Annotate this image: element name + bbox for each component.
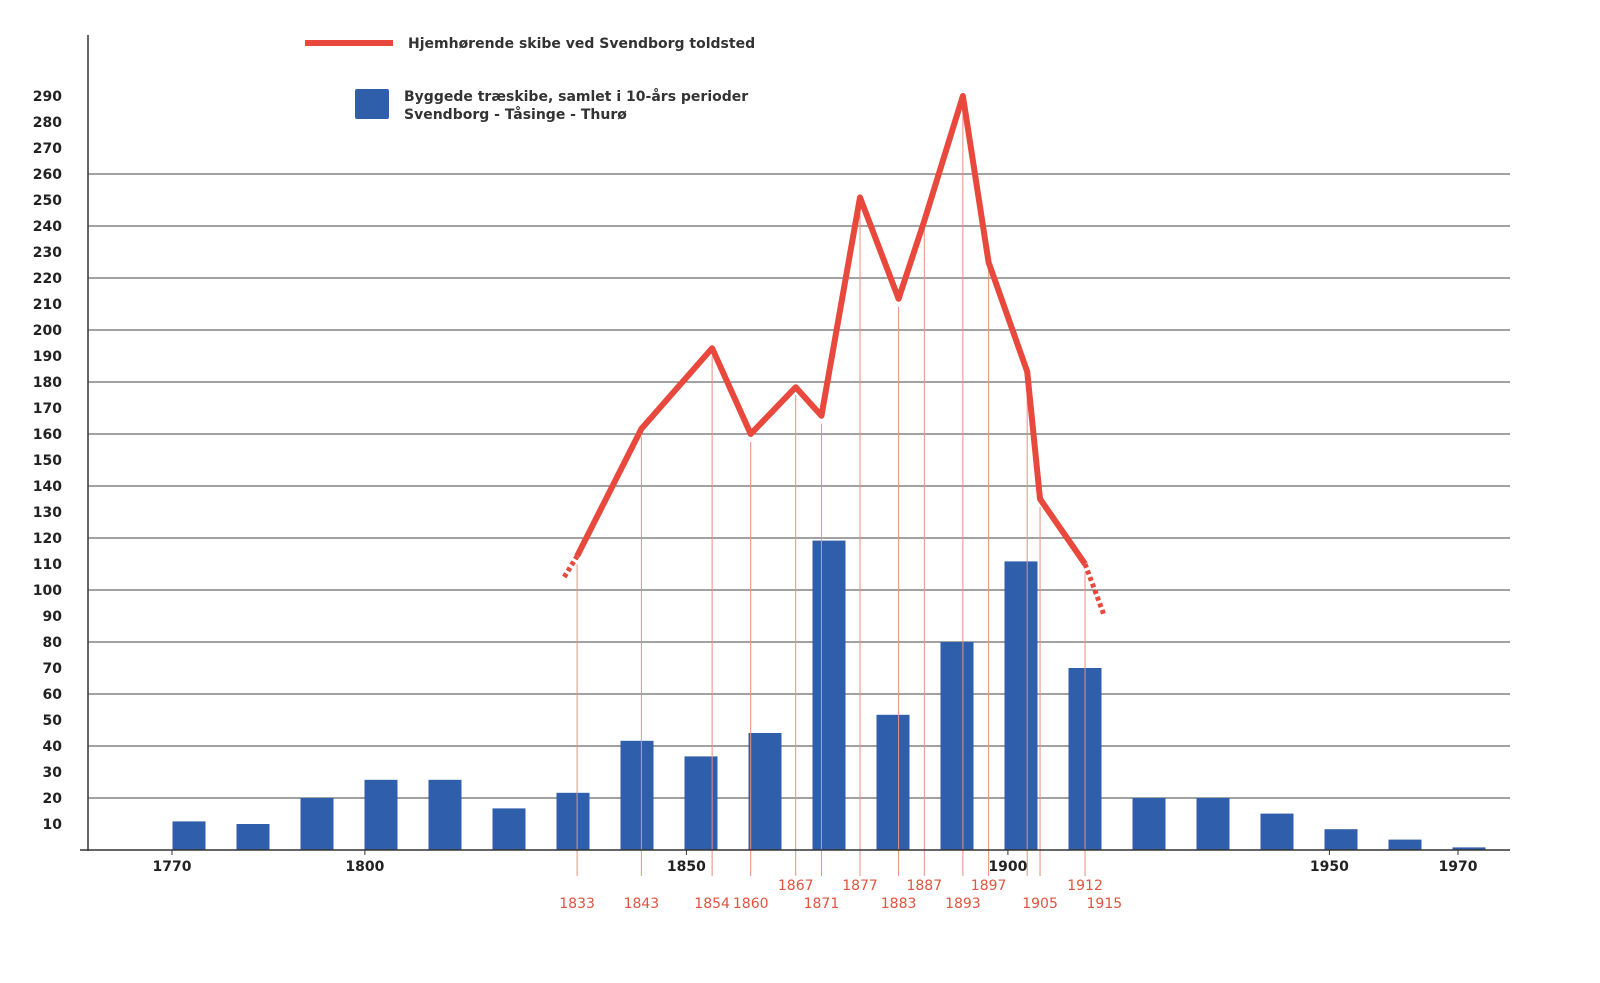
year-label: 1860	[733, 896, 769, 912]
y-tick-label: 260	[33, 167, 62, 183]
y-tick-label: 60	[43, 687, 63, 703]
bar-1790	[300, 798, 334, 850]
bars	[172, 540, 1486, 850]
bar-1830	[556, 792, 590, 850]
year-label: 1833	[559, 896, 595, 912]
y-tick-label: 220	[33, 271, 62, 287]
y-tick-label: 140	[33, 479, 62, 495]
y-tick-label: 30	[43, 765, 63, 781]
legend-line-label: Hjemhørende skibe ved Svendborg toldsted	[408, 36, 755, 52]
y-tick-label: 170	[33, 401, 62, 417]
year-label: 1883	[881, 896, 917, 912]
y-tick-label: 120	[33, 531, 62, 547]
x-tick-label: 1800	[345, 859, 384, 875]
bar-1840	[620, 740, 654, 850]
y-tick-label: 240	[33, 219, 62, 235]
legend-bar-label-2: Svendborg - Tåsinge - Thurø	[404, 106, 627, 123]
year-label: 1893	[945, 896, 981, 912]
y-tick-label: 50	[43, 713, 63, 729]
bar-1810	[428, 779, 462, 850]
axis-labels: 290 280 270 260 250 240 230 220 210 200 190 180 170 1…	[33, 89, 1478, 912]
bar-1820	[492, 808, 526, 850]
x-tick-label: 1900	[988, 859, 1027, 875]
y-tick-label: 90	[43, 609, 63, 625]
y-tick-label: 230	[33, 245, 62, 261]
gridlines	[88, 173, 1510, 799]
y-tick-label: 180	[33, 375, 62, 391]
y-tick-label: 80	[43, 635, 63, 651]
x-tick-label: 1850	[667, 859, 706, 875]
bar-1960	[1388, 839, 1422, 850]
year-label: 1871	[804, 896, 840, 912]
y-tick-label: 280	[33, 115, 62, 131]
bar-1860	[748, 733, 782, 850]
legend: Hjemhørende skibe ved Svendborg toldsted…	[305, 36, 755, 123]
y-tick-label: 110	[33, 557, 62, 573]
y-tick-label: 20	[43, 791, 63, 807]
x-tick-label: 1950	[1310, 859, 1349, 875]
ship-count-line	[562, 93, 1107, 617]
y-tick-label: 190	[33, 349, 62, 365]
line-dashed-start	[562, 554, 580, 579]
year-label: 1887	[906, 878, 942, 894]
x-tick-label: 1970	[1439, 859, 1478, 875]
bar-1800	[364, 779, 398, 850]
y-tick-label: 150	[33, 453, 62, 469]
bar-1890	[940, 642, 974, 850]
x-tick-label: 1770	[153, 859, 192, 875]
axes	[80, 35, 1510, 855]
line-dashed-end	[1082, 563, 1107, 617]
year-label: 1912	[1067, 878, 1103, 894]
y-tick-label: 40	[43, 739, 63, 755]
y-tick-label: 250	[33, 193, 62, 209]
y-tick-label: 200	[33, 323, 62, 339]
y-tick-label: 70	[43, 661, 63, 677]
year-label: 1905	[1022, 896, 1058, 912]
y-tick-label: 100	[33, 583, 62, 599]
y-tick-label: 160	[33, 427, 62, 443]
year-label: 1843	[624, 896, 660, 912]
ship-count-series	[574, 93, 1088, 566]
year-label: 1854	[694, 896, 730, 912]
bar-1870	[812, 540, 846, 850]
y-tick-label: 10	[43, 817, 63, 833]
year-label: 1867	[778, 878, 814, 894]
year-markers	[576, 104, 1086, 876]
bar-1900	[1004, 561, 1038, 850]
bar-1970	[1452, 847, 1486, 850]
legend-bar-swatch	[355, 89, 389, 119]
legend-bar-label: Byggede træskibe, samlet i 10-års period…	[404, 88, 748, 105]
bar-1780	[236, 824, 270, 850]
year-label: 1915	[1087, 896, 1123, 912]
y-tick-label: 270	[33, 141, 62, 157]
year-label: 1877	[842, 878, 878, 894]
bar-1950	[1324, 829, 1358, 850]
bar-1940	[1260, 813, 1294, 850]
y-tick-label: 290	[33, 89, 62, 105]
bar-1930	[1196, 798, 1230, 850]
bar-1920	[1132, 798, 1166, 850]
bar-1880	[876, 714, 910, 850]
y-tick-label: 210	[33, 297, 62, 313]
bar-1770	[172, 821, 206, 850]
y-tick-label: 130	[33, 505, 62, 521]
year-label: 1897	[971, 878, 1007, 894]
